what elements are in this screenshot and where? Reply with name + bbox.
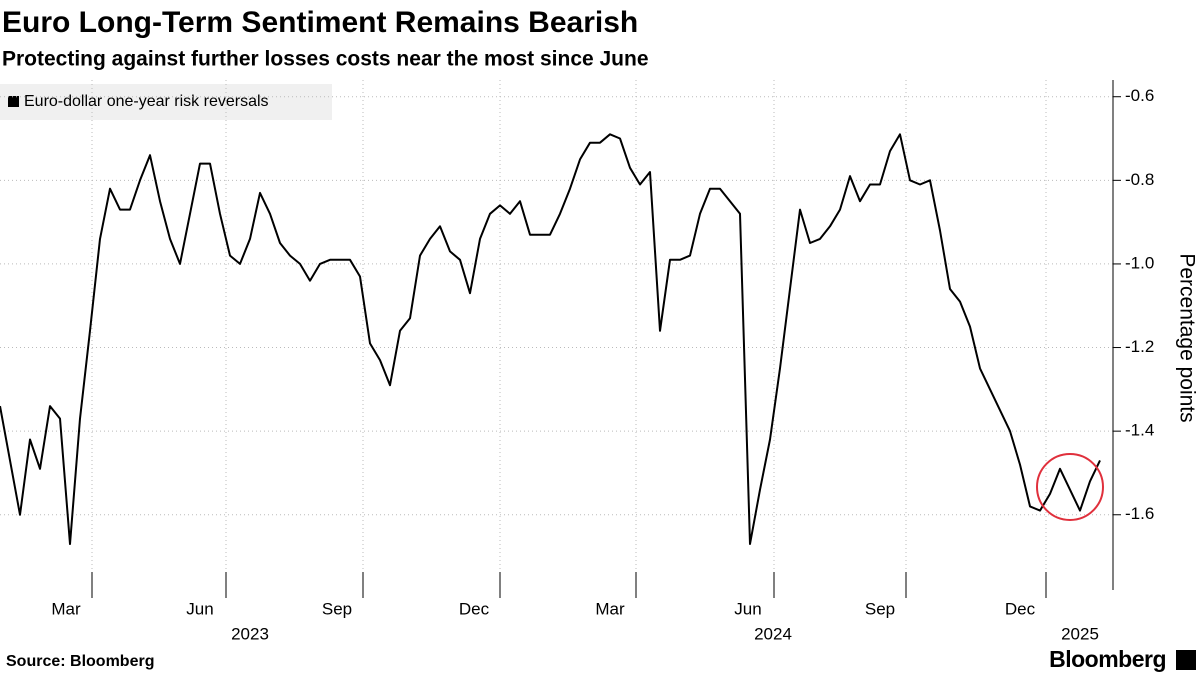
- chart-subtitle: Protecting against further losses costs …: [2, 48, 649, 71]
- x-tick-label: Jun: [186, 599, 213, 618]
- x-tick-label: Jun: [734, 599, 761, 618]
- x-tick-label: Mar: [595, 599, 625, 618]
- logo-icon: [1176, 650, 1196, 670]
- x-year-label: 2024: [754, 624, 792, 643]
- y-tick-label: -1.0: [1125, 253, 1154, 272]
- legend-swatch: [8, 96, 19, 107]
- logo: Bloomberg: [1049, 646, 1166, 672]
- x-year-label: 2023: [231, 624, 269, 643]
- y-tick-label: -1.6: [1125, 504, 1154, 523]
- x-tick-label: Dec: [1005, 599, 1036, 618]
- y-tick-label: -0.6: [1125, 86, 1154, 105]
- x-tick-label: Sep: [865, 599, 895, 618]
- x-tick-label: Sep: [322, 599, 352, 618]
- chart-title: Euro Long-Term Sentiment Remains Bearish: [2, 6, 638, 39]
- x-tick-label: Dec: [459, 599, 490, 618]
- x-year-label: 2025: [1061, 624, 1099, 643]
- y-tick-label: -0.8: [1125, 170, 1154, 189]
- y-axis-label: Percentage points: [1175, 253, 1198, 422]
- y-tick-label: -1.4: [1125, 421, 1154, 440]
- x-tick-label: Mar: [51, 599, 81, 618]
- y-tick-label: -1.2: [1125, 337, 1154, 356]
- legend-label: Euro-dollar one-year risk reversals: [24, 93, 269, 110]
- legend-box: [0, 84, 332, 120]
- line: [0, 133, 1101, 545]
- highlight-circle: [1036, 453, 1104, 521]
- source: Source: Bloomberg: [6, 653, 154, 670]
